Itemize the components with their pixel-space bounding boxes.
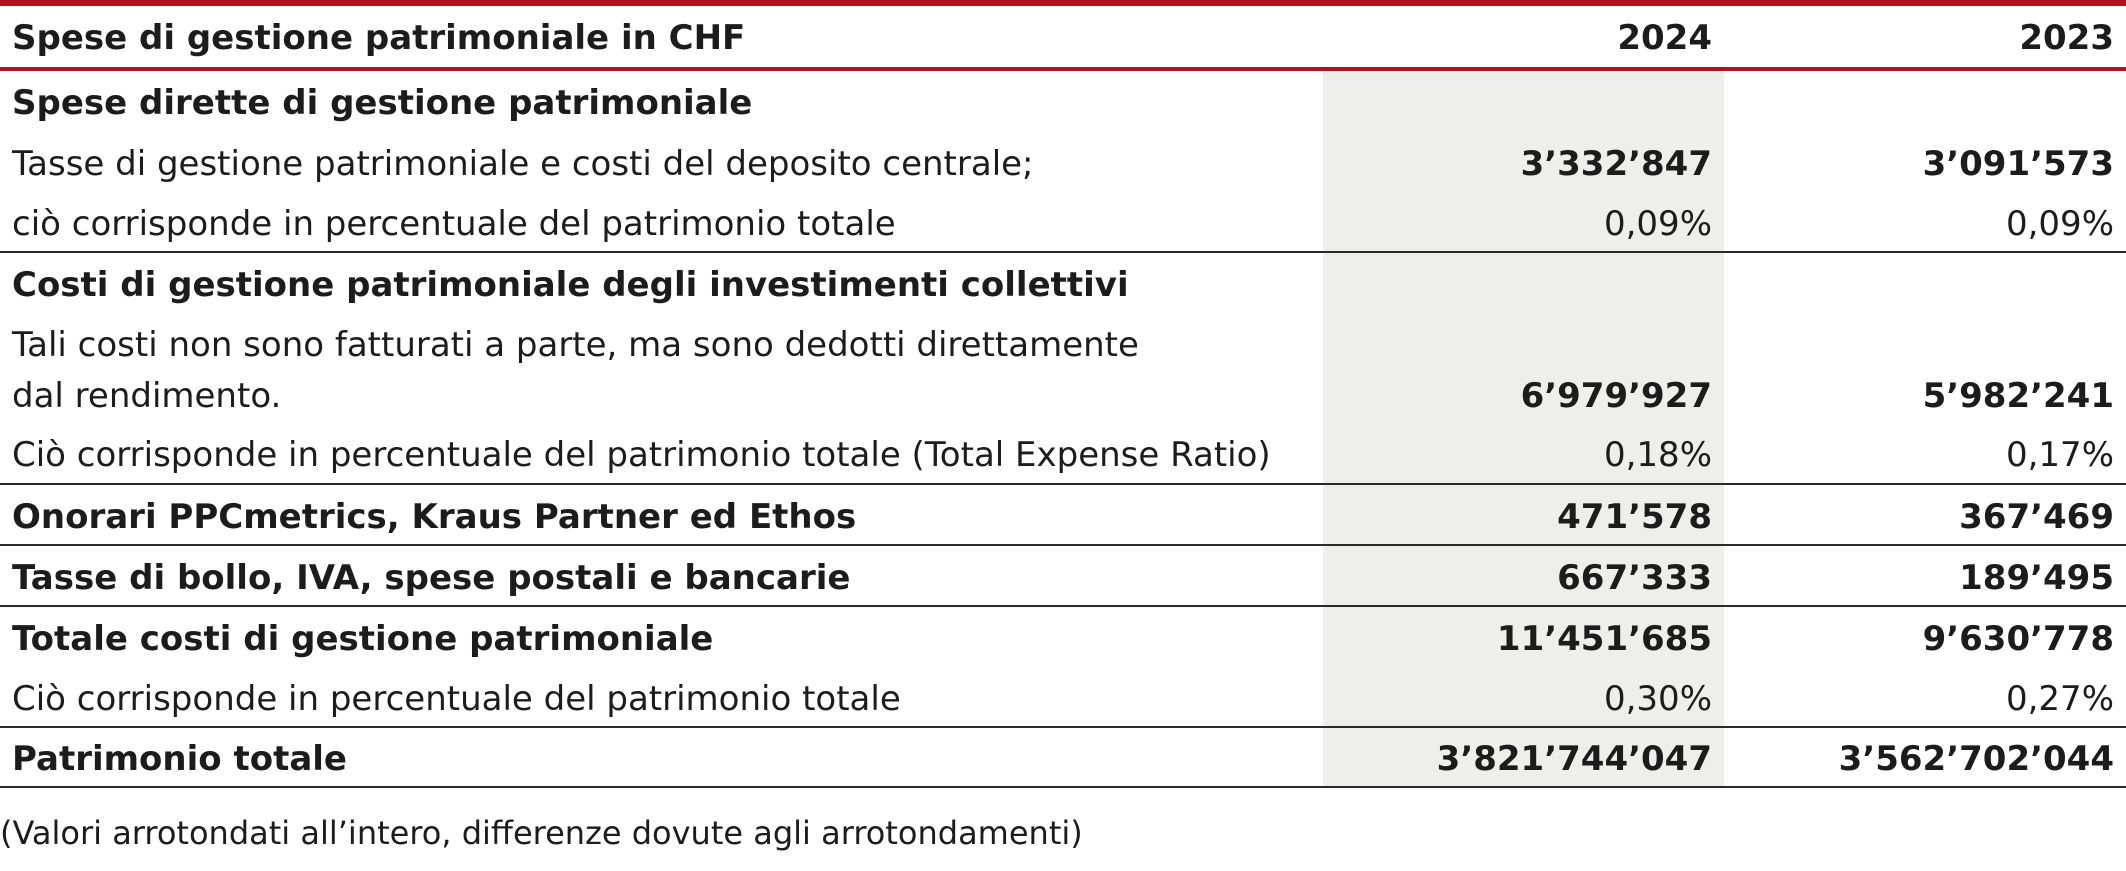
row-value-2023: 9’630’778 (1922, 619, 2114, 659)
row-value-2023: 0,17% (2005, 435, 2114, 475)
row-divider (0, 544, 2126, 546)
header-title: Spese di gestione patrimoniale in CHF (12, 18, 746, 58)
row-value-2024: 3’821’744’047 (1436, 739, 1712, 779)
row-value-2024: 667’333 (1557, 558, 1712, 598)
header-year-2024: 2024 (1617, 18, 1712, 58)
row-label: Totale costi di gestione patrimoniale (12, 619, 714, 659)
row-value-2024: 0,30% (1603, 679, 1712, 719)
row-label: Ciò corrisponde in percentuale del patri… (12, 435, 1271, 475)
row-value-2023: 367’469 (1959, 497, 2114, 537)
header-rule (0, 67, 2126, 71)
row-divider (0, 605, 2126, 607)
row-label: Costi di gestione patrimoniale degli inv… (12, 265, 1129, 305)
row-label: Spese dirette di gestione patrimoniale (12, 83, 753, 123)
row-label: Tali costi non sono fatturati a parte, m… (12, 325, 1139, 365)
row-value-2024: 3’332’847 (1520, 144, 1712, 184)
row-value-2024: 0,18% (1603, 435, 1712, 475)
row-value-2023: 189’495 (1959, 558, 2114, 598)
row-label: Patrimonio totale (12, 739, 347, 779)
row-value-2024: 0,09% (1603, 204, 1712, 244)
highlight-column-2024 (1323, 70, 1724, 786)
header-year-2023: 2023 (2019, 18, 2114, 58)
footnote: (Valori arrotondati all’intero, differen… (0, 814, 1083, 852)
row-label: Onorari PPCmetrics, Kraus Partner ed Eth… (12, 497, 857, 537)
row-label: Tasse di gestione patrimoniale e costi d… (12, 144, 1034, 184)
row-label: ciò corrisponde in percentuale del patri… (12, 204, 896, 244)
row-value-2023: 3’091’573 (1922, 144, 2114, 184)
row-value-2023: 5’982’241 (1922, 376, 2114, 416)
row-value-2023: 3’562’702’044 (1838, 739, 2114, 779)
row-value-2024: 11’451’685 (1496, 619, 1712, 659)
top-rule (0, 0, 2126, 6)
row-value-2024: 471’578 (1557, 497, 1712, 537)
row-value-2023: 0,27% (2005, 679, 2114, 719)
row-label: dal rendimento. (12, 376, 282, 416)
row-value-2023: 0,09% (2005, 204, 2114, 244)
row-label: Tasse di bollo, IVA, spese postali e ban… (12, 558, 851, 598)
row-label: Ciò corrisponde in percentuale del patri… (12, 679, 901, 719)
row-divider (0, 726, 2126, 728)
row-divider (0, 483, 2126, 485)
row-value-2024: 6’979’927 (1520, 376, 1712, 416)
row-divider (0, 251, 2126, 253)
table-bottom-rule (0, 786, 2126, 788)
